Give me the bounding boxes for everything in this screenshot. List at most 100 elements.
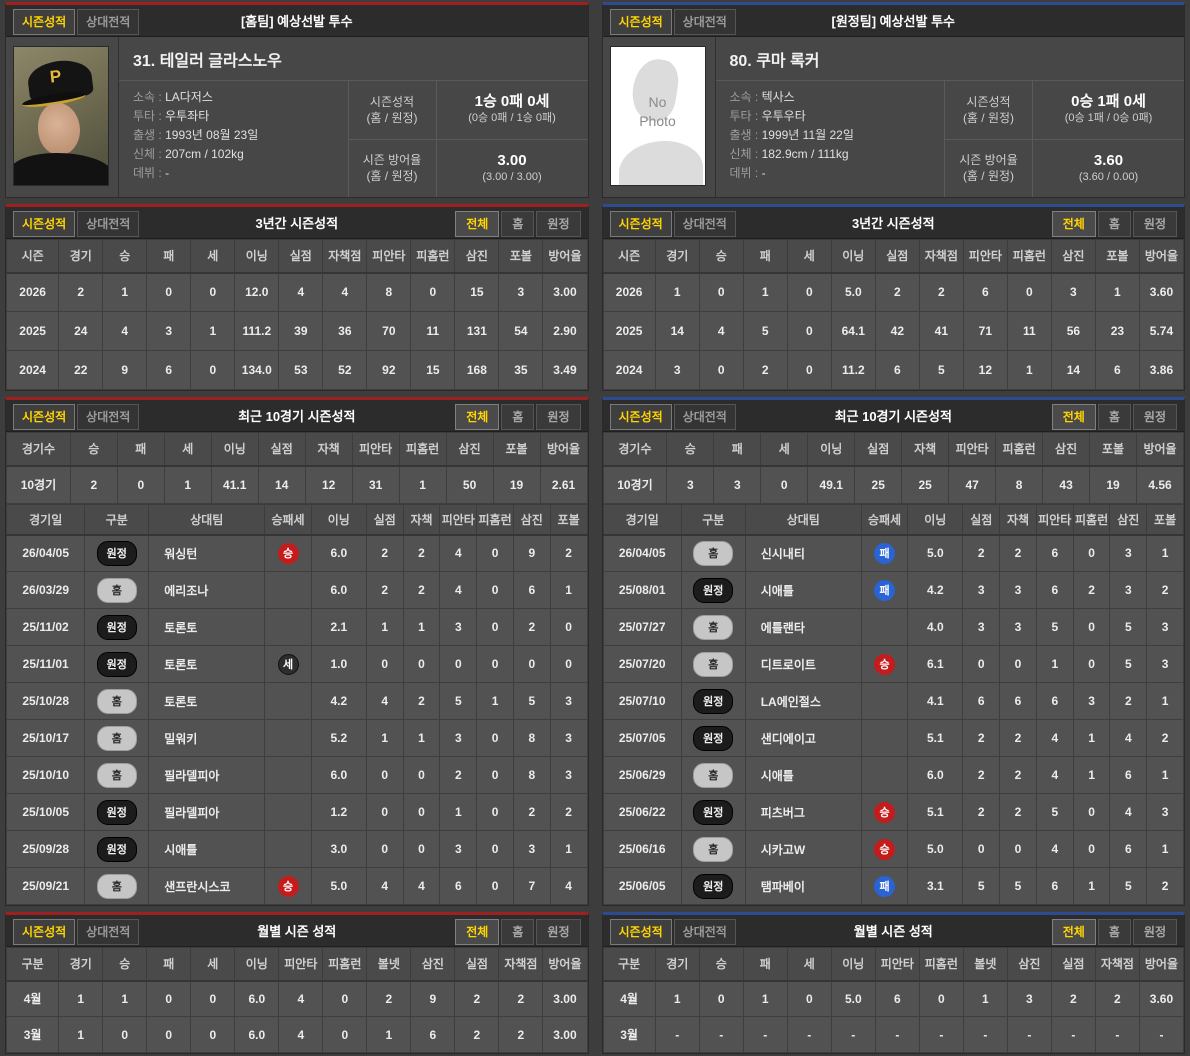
opponent-cell: 토론토 <box>148 645 266 683</box>
stat-cell: 2 <box>1094 980 1140 1017</box>
stat-cell: 3 <box>439 608 478 646</box>
filter-away[interactable]: 원정 <box>1132 404 1177 430</box>
stat-cell: 1.0 <box>310 645 367 683</box>
stat-cell: 1 <box>1146 682 1184 720</box>
column-header: 패 <box>146 239 192 274</box>
stat-cell: 4 <box>278 272 324 312</box>
stat-cell: 6 <box>1109 830 1148 868</box>
field-team: 소속 : LA다저스 <box>133 88 334 107</box>
tab-season-stats[interactable]: 시즌성적 <box>609 211 672 237</box>
stat-cell: 5 <box>918 350 964 390</box>
stat-label-line: 시즌 방어율 <box>959 153 1018 168</box>
location-cell: 홈 <box>680 756 746 794</box>
panel-header: 시즌성적 상대전적 [홈팀] 예상선발 투수 <box>6 5 588 37</box>
stat-cell: 4.2 <box>310 682 367 720</box>
column-header: 피안타 <box>948 432 997 467</box>
filter-away[interactable]: 원정 <box>536 404 581 430</box>
stat-cell: - <box>962 1016 1008 1053</box>
game-date-cell: 25/08/01 <box>602 571 682 609</box>
filter-away[interactable]: 원정 <box>536 919 581 945</box>
stat-cell: 6 <box>1035 571 1074 609</box>
stat-cell: 1 <box>1006 350 1052 390</box>
three-year-stats-panel: 시즌성적 상대전적 3년간 시즌성적 전체 홈 원정 시즌 경기 승 패 세 이닝 실점 자책… <box>601 204 1185 391</box>
tab-head-to-head[interactable]: 상대전적 <box>77 919 140 945</box>
stat-cell: 3 <box>666 465 715 504</box>
column-header: 실점 <box>1050 947 1096 982</box>
tab-season-stats[interactable]: 시즌성적 <box>13 211 76 237</box>
stat-cell: 4 <box>102 311 148 351</box>
filter-home[interactable]: 홈 <box>1097 211 1131 237</box>
stat-cell: 1 <box>1146 756 1184 794</box>
record-main: 1승 0패 0세 <box>474 93 550 111</box>
stat-cell: 12 <box>304 465 353 504</box>
filter-away[interactable]: 원정 <box>536 211 581 237</box>
stat-cell: 1 <box>439 793 478 831</box>
filter-away[interactable]: 원정 <box>1132 919 1177 945</box>
stat-cell: 5 <box>962 867 1001 905</box>
location-cell: 홈 <box>84 571 150 609</box>
stat-cell: 2 <box>962 756 1001 794</box>
filter-all[interactable]: 전체 <box>455 404 500 430</box>
filter-home[interactable]: 홈 <box>501 211 535 237</box>
column-header: 이닝 <box>234 239 280 274</box>
stat-cell: 0 <box>786 350 832 390</box>
recent-10-summary-table: 경기수 승 패 세 이닝 실점 자책 피안타 피홈런 삼진 포볼 방어율 10경기 3 3 0 49.1 25 25… <box>602 432 1185 504</box>
column-header: 이닝 <box>907 504 964 536</box>
panel-title: 3년간 시즌성적 <box>851 216 935 231</box>
field-value: - <box>165 166 170 180</box>
stat-cell: 0 <box>146 1016 192 1053</box>
column-header: 구분 <box>602 947 656 982</box>
tab-season-stats[interactable]: 시즌성적 <box>609 9 672 35</box>
tab-season-stats[interactable]: 시즌성적 <box>13 9 76 35</box>
stat-cell: 2024 <box>602 350 656 390</box>
filter-home[interactable]: 홈 <box>501 404 535 430</box>
stat-label-line: 시즌 방어율 <box>362 153 422 168</box>
tab-season-stats[interactable]: 시즌성적 <box>13 404 76 430</box>
stat-cell: 4 <box>402 867 441 905</box>
column-header: 피안타 <box>874 947 920 982</box>
three-year-stats-table: 시즌 경기 승 패 세 이닝 실점 자책점 피안타 피홈런 삼진 포볼 방어율 2026 1 0 1 0 5.0 2 2… <box>602 239 1185 390</box>
panel-header: 시즌성적 상대전적 월별 시즌 성적 전체 홈 원정 <box>602 915 1184 947</box>
column-header: 승 <box>698 239 744 274</box>
record-sub: (0승 0패 / 1승 0패) <box>468 112 556 125</box>
tab-head-to-head[interactable]: 상대전적 <box>673 919 736 945</box>
stat-cell: 2 <box>454 1016 500 1053</box>
stat-cell: 19 <box>1089 465 1138 504</box>
tab-season-stats[interactable]: 시즌성적 <box>609 919 672 945</box>
stat-cell: 14 <box>654 311 700 351</box>
win-badge: 승 <box>277 542 299 564</box>
tab-season-stats[interactable]: 시즌성적 <box>13 919 76 945</box>
tab-head-to-head[interactable]: 상대전적 <box>77 404 140 430</box>
stat-cell: 9 <box>410 980 456 1017</box>
filter-all[interactable]: 전체 <box>455 919 500 945</box>
filter-all[interactable]: 전체 <box>1051 919 1096 945</box>
result-cell: 승 <box>264 534 312 572</box>
location-cell: 원정 <box>84 534 150 572</box>
filter-away[interactable]: 원정 <box>1132 211 1177 237</box>
stat-cell: 6 <box>962 682 1001 720</box>
filter-all[interactable]: 전체 <box>455 211 500 237</box>
stat-cell: 1 <box>742 980 788 1017</box>
win-badge: 승 <box>874 653 896 675</box>
stat-cell: 23 <box>1094 311 1140 351</box>
filter-home[interactable]: 홈 <box>1097 404 1131 430</box>
tab-season-stats[interactable]: 시즌성적 <box>609 404 672 430</box>
filter-all[interactable]: 전체 <box>1051 404 1096 430</box>
tab-head-to-head[interactable]: 상대전적 <box>673 211 736 237</box>
tab-head-to-head[interactable]: 상대전적 <box>673 404 736 430</box>
stat-cell: - <box>1138 1016 1185 1053</box>
filter-all[interactable]: 전체 <box>1051 211 1096 237</box>
stat-cell: 2 <box>365 534 404 572</box>
header-row: 경기수 승 패 세 이닝 실점 자책 피안타 피홈런 삼진 포볼 방어율 <box>6 432 588 467</box>
stat-cell: 2 <box>918 272 964 312</box>
stat-cell: 4 <box>1035 719 1074 757</box>
stat-cell: 56 <box>1050 311 1096 351</box>
win-badge: 승 <box>874 801 896 823</box>
stat-cell: 2 <box>58 272 104 312</box>
tab-head-to-head[interactable]: 상대전적 <box>77 9 140 35</box>
tab-head-to-head[interactable]: 상대전적 <box>77 211 140 237</box>
filter-home[interactable]: 홈 <box>1097 919 1131 945</box>
filter-home[interactable]: 홈 <box>501 919 535 945</box>
game-log-row: 25/11/02 원정 토론토 2.1 1 1 3 0 2 0 <box>5 608 588 646</box>
tab-head-to-head[interactable]: 상대전적 <box>673 9 736 35</box>
